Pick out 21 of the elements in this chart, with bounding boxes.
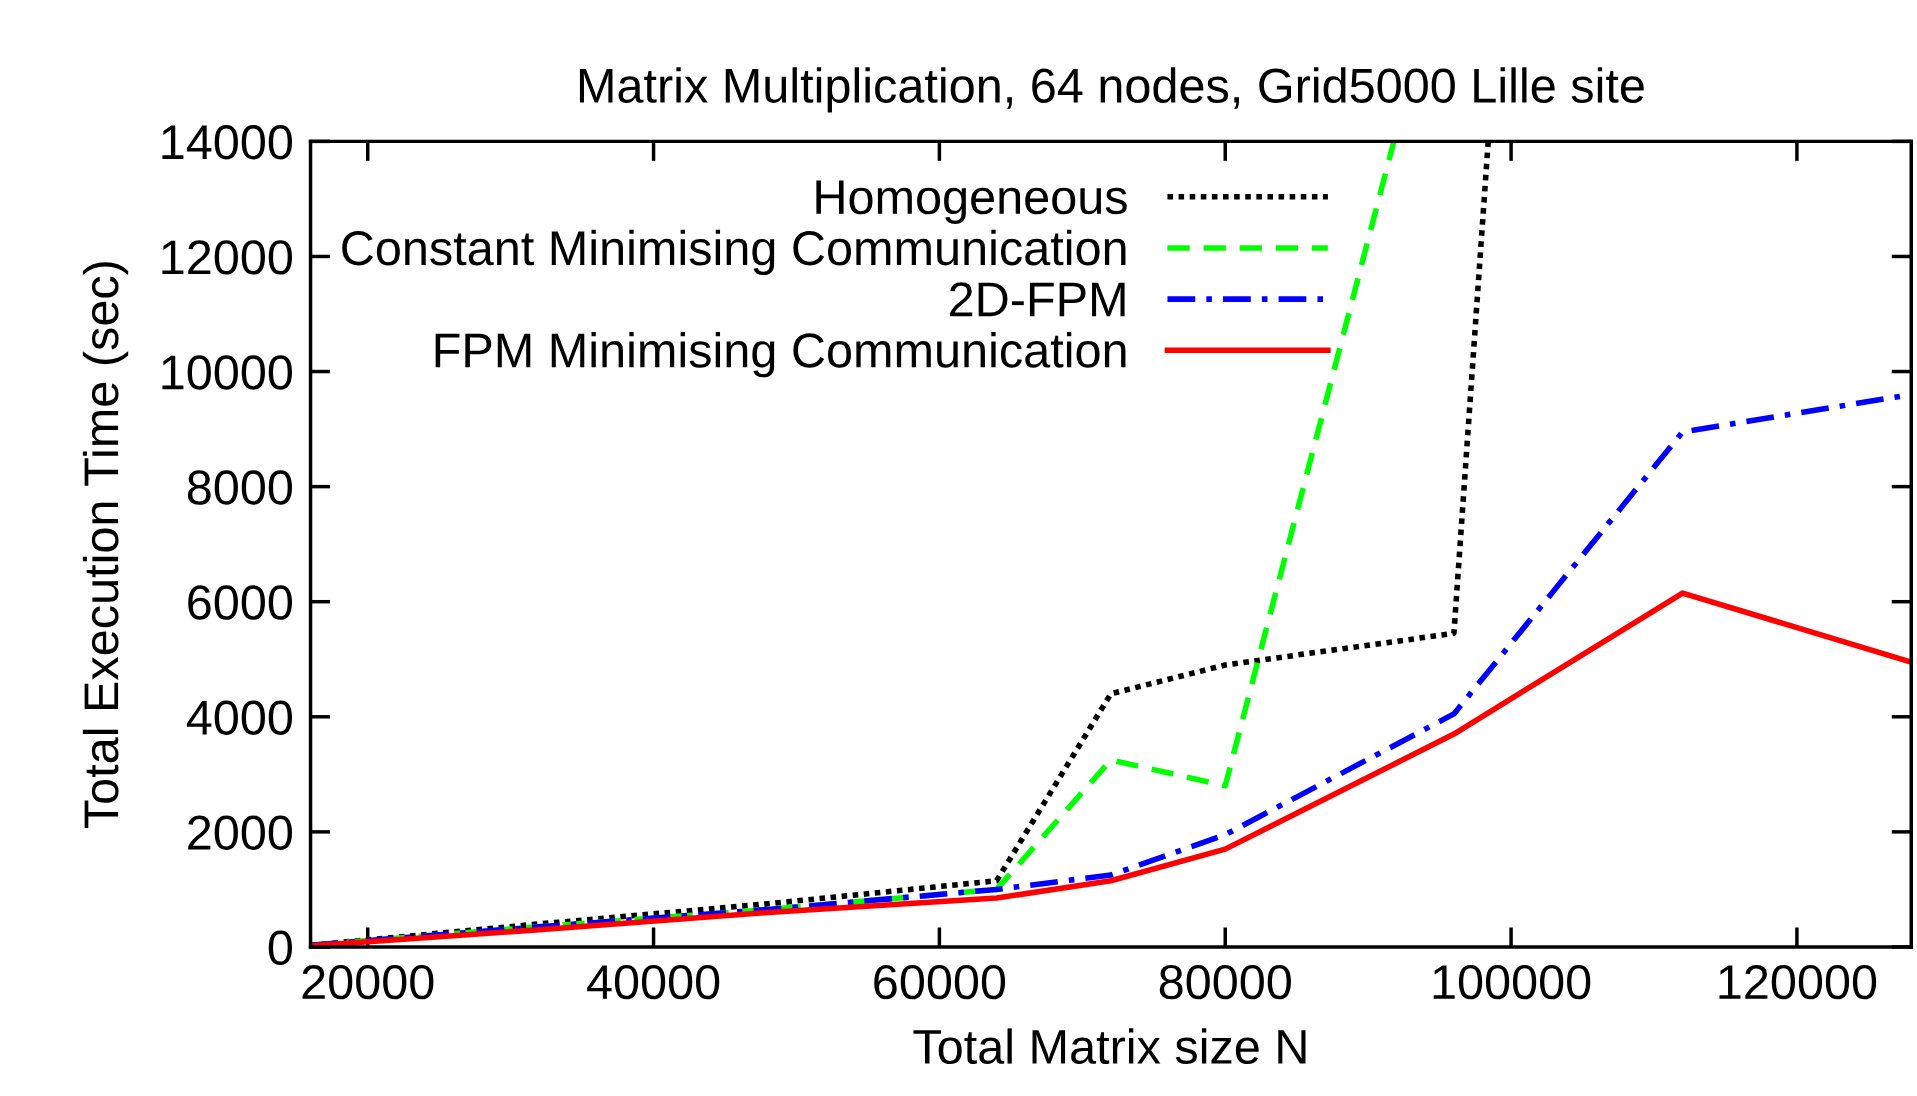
y-tick-label: 8000 (187, 470, 292, 505)
y-tick-label: 0 (268, 930, 292, 966)
legend-label: Homogeneous (816, 180, 1127, 224)
y-axis-title: Total Execution Time (sec) (82, 262, 129, 829)
chart-title: Matrix Multiplication, 64 nodes, Grid5000 Lille site (579, 67, 1644, 113)
x-axis-title: Total Matrix size N (913, 1028, 1306, 1065)
x-tick-label: 60000 (874, 964, 1006, 1000)
legend-label: FPM Minimising Communication (435, 332, 1126, 378)
x-tick-label: 40000 (587, 964, 720, 1000)
x-tick-label: 20000 (302, 964, 434, 1000)
legend-label: Constant Minimising Communication (342, 229, 1126, 276)
x-tick-label: 120000 (1719, 964, 1877, 1000)
y-tick-label: 14000 (162, 125, 292, 160)
x-tick-label: 80000 (1159, 964, 1291, 1000)
y-tick-label: 12000 (162, 240, 292, 275)
x-tick-label: 100000 (1433, 964, 1591, 1000)
y-tick-label: 4000 (186, 700, 292, 735)
y-tick-label: 2000 (188, 815, 292, 850)
y-tick-label: 6000 (188, 585, 292, 620)
legend-label: 2D-FPM (950, 282, 1125, 317)
y-tick-label: 10000 (162, 355, 292, 390)
